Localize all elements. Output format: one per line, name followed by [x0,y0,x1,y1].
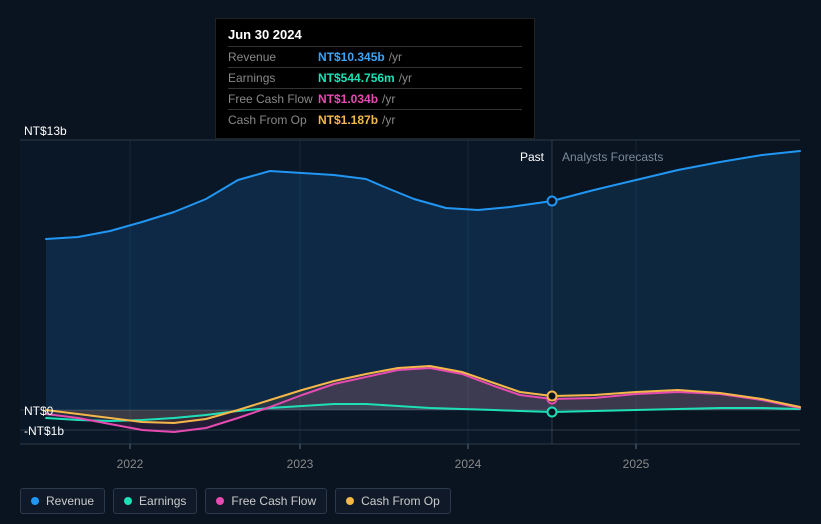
y-axis-label: NT$0 [24,404,53,418]
legend-item-label: Revenue [46,494,94,508]
tooltip-row-value: NT$544.756m [318,71,395,85]
tooltip-row-label: Revenue [228,50,318,64]
tooltip-row: Cash From OpNT$1.187b/yr [228,109,522,130]
legend-item-label: Earnings [139,494,186,508]
legend-dot-icon [31,497,39,505]
legend-item-cash-from-op[interactable]: Cash From Op [335,488,451,514]
y-axis-label: -NT$1b [24,424,64,438]
legend-dot-icon [346,497,354,505]
tooltip-row-value: NT$1.034b [318,92,378,106]
y-axis-label: NT$13b [24,124,67,138]
tooltip-row-unit: /yr [399,71,412,85]
tooltip-row-label: Cash From Op [228,113,318,127]
chart-legend: Revenue Earnings Free Cash Flow Cash From O… [20,488,451,514]
legend-dot-icon [216,497,224,505]
x-axis-label: 2024 [455,457,482,471]
legend-dot-icon [124,497,132,505]
chart-container: NT$13b NT$0 -NT$1b 2022 2023 2024 2025 Past A… [0,0,821,524]
tooltip-row: Free Cash FlowNT$1.034b/yr [228,88,522,109]
tooltip-row-unit: /yr [382,92,395,106]
tooltip-row-unit: /yr [382,113,395,127]
x-axis-label: 2025 [623,457,650,471]
legend-item-revenue[interactable]: Revenue [20,488,105,514]
x-axis-label: 2023 [287,457,314,471]
tooltip-row-unit: /yr [389,50,402,64]
legend-item-label: Free Cash Flow [231,494,316,508]
tooltip-row: EarningsNT$544.756m/yr [228,67,522,88]
tooltip-row-value: NT$1.187b [318,113,378,127]
x-axis-label: 2022 [117,457,144,471]
forecast-region-label: Analysts Forecasts [562,150,663,164]
chart-tooltip: Jun 30 2024 RevenueNT$10.345b/yrEarnings… [215,18,535,139]
tooltip-row: RevenueNT$10.345b/yr [228,46,522,67]
tooltip-date: Jun 30 2024 [228,27,522,42]
tooltip-row-value: NT$10.345b [318,50,385,64]
tooltip-row-label: Free Cash Flow [228,92,318,106]
past-region-label: Past [520,150,544,164]
legend-item-label: Cash From Op [361,494,440,508]
legend-item-earnings[interactable]: Earnings [113,488,197,514]
legend-item-free-cash-flow[interactable]: Free Cash Flow [205,488,327,514]
tooltip-row-label: Earnings [228,71,318,85]
